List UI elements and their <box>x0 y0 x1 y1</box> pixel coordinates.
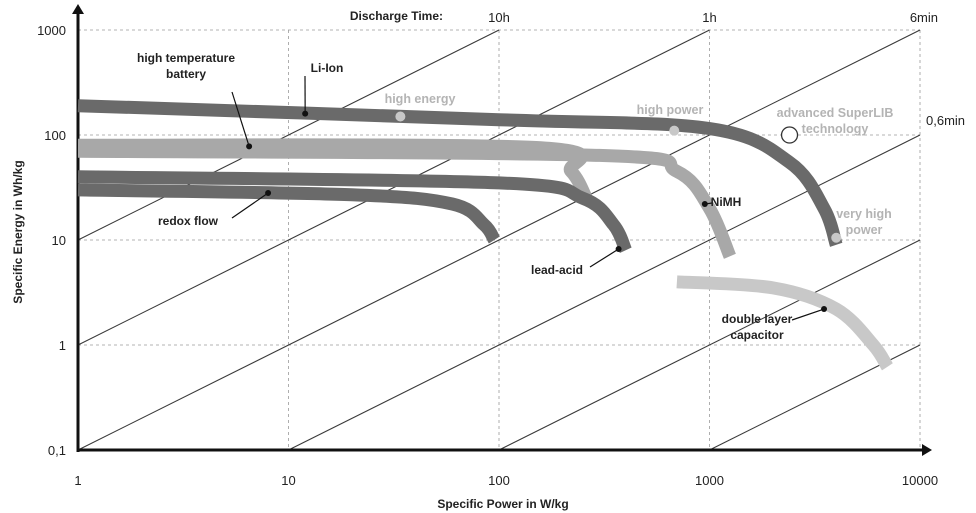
x-tick-label: 10000 <box>902 473 938 488</box>
annotation-advanced-superlib-line2: technology <box>802 122 869 136</box>
discharge-time-label: 1h <box>702 10 716 25</box>
series-double-layer-capacitor <box>676 275 893 371</box>
annotation-leader <box>231 192 269 219</box>
annotation-leader <box>791 308 825 321</box>
series-li-ion <box>77 99 843 247</box>
annotation-high-temperature-line2: battery <box>166 67 206 81</box>
annotation-very-high-line2: power <box>846 223 883 237</box>
y-tick-label: 1000 <box>37 23 66 38</box>
y-axis-arrow <box>72 4 84 14</box>
series-redox-flow <box>77 183 500 244</box>
y-tick-label: 100 <box>44 128 66 143</box>
discharge-time-label: 0,6min <box>926 113 965 128</box>
series-high-temperature-battery <box>77 138 593 202</box>
tick-labels: 1 10 100 1000 10000 0,1 1 10 100 1000 <box>37 23 938 488</box>
marker-dot <box>395 111 406 122</box>
annotation-lead-acid: lead-acid <box>531 263 583 277</box>
annotation-dot <box>265 190 272 197</box>
marker-dot <box>669 125 680 136</box>
annotation-very-high: very high <box>836 207 892 221</box>
annotation-high-temperature: high temperature <box>137 51 235 65</box>
annotation-dot <box>615 246 622 253</box>
annotation-redox-flow: redox flow <box>158 214 219 228</box>
x-axis-arrow <box>922 444 932 456</box>
annotation-dot <box>821 306 828 313</box>
annotation-high-power: high power <box>637 103 704 117</box>
series-nimh <box>77 144 736 259</box>
annotation-double-layer: double layer <box>722 312 793 326</box>
marker-open-circle <box>780 126 799 144</box>
annotation-high-energy: high energy <box>385 92 456 106</box>
y-tick-label: 0,1 <box>48 443 66 458</box>
discharge-line <box>498 239 921 451</box>
discharge-line <box>77 29 921 451</box>
annotation-leader <box>231 91 250 147</box>
x-tick-label: 1000 <box>695 473 724 488</box>
annotation-advanced-superlib: advanced SuperLIB <box>777 106 894 120</box>
x-axis-title: Specific Power in W/kg <box>437 497 568 511</box>
x-tick-label: 1 <box>74 473 81 488</box>
discharge-line <box>77 29 710 346</box>
x-tick-label: 100 <box>488 473 510 488</box>
discharge-time-title: Discharge Time: <box>350 9 443 23</box>
discharge-time-lines: 10h 1h 6min 0,6min <box>77 10 965 451</box>
annotation-nimh: NiMH <box>711 195 742 209</box>
y-tick-label: 1 <box>59 338 66 353</box>
annotation-li-ion: Li-Ion <box>311 61 344 75</box>
y-tick-label: 10 <box>52 233 66 248</box>
annotation-dot <box>246 143 253 150</box>
y-axis-title: Specific Energy in Wh/kg <box>11 160 25 303</box>
marker-dot <box>831 232 842 243</box>
axes <box>72 4 932 456</box>
series-layer <box>77 99 893 371</box>
series-lead-acid <box>77 170 632 253</box>
annotation-layer: Li-Ion high temperature battery NiMH lead-ac… <box>137 51 893 342</box>
discharge-time-label: 10h <box>488 10 510 25</box>
annotation-dot <box>302 110 309 117</box>
x-tick-label: 10 <box>281 473 295 488</box>
annotation-dot <box>701 201 708 208</box>
annotation-leader <box>589 248 619 268</box>
discharge-line <box>77 29 500 241</box>
annotation-double-layer-line2: capacitor <box>730 328 784 342</box>
discharge-time-label: 6min <box>910 10 938 25</box>
